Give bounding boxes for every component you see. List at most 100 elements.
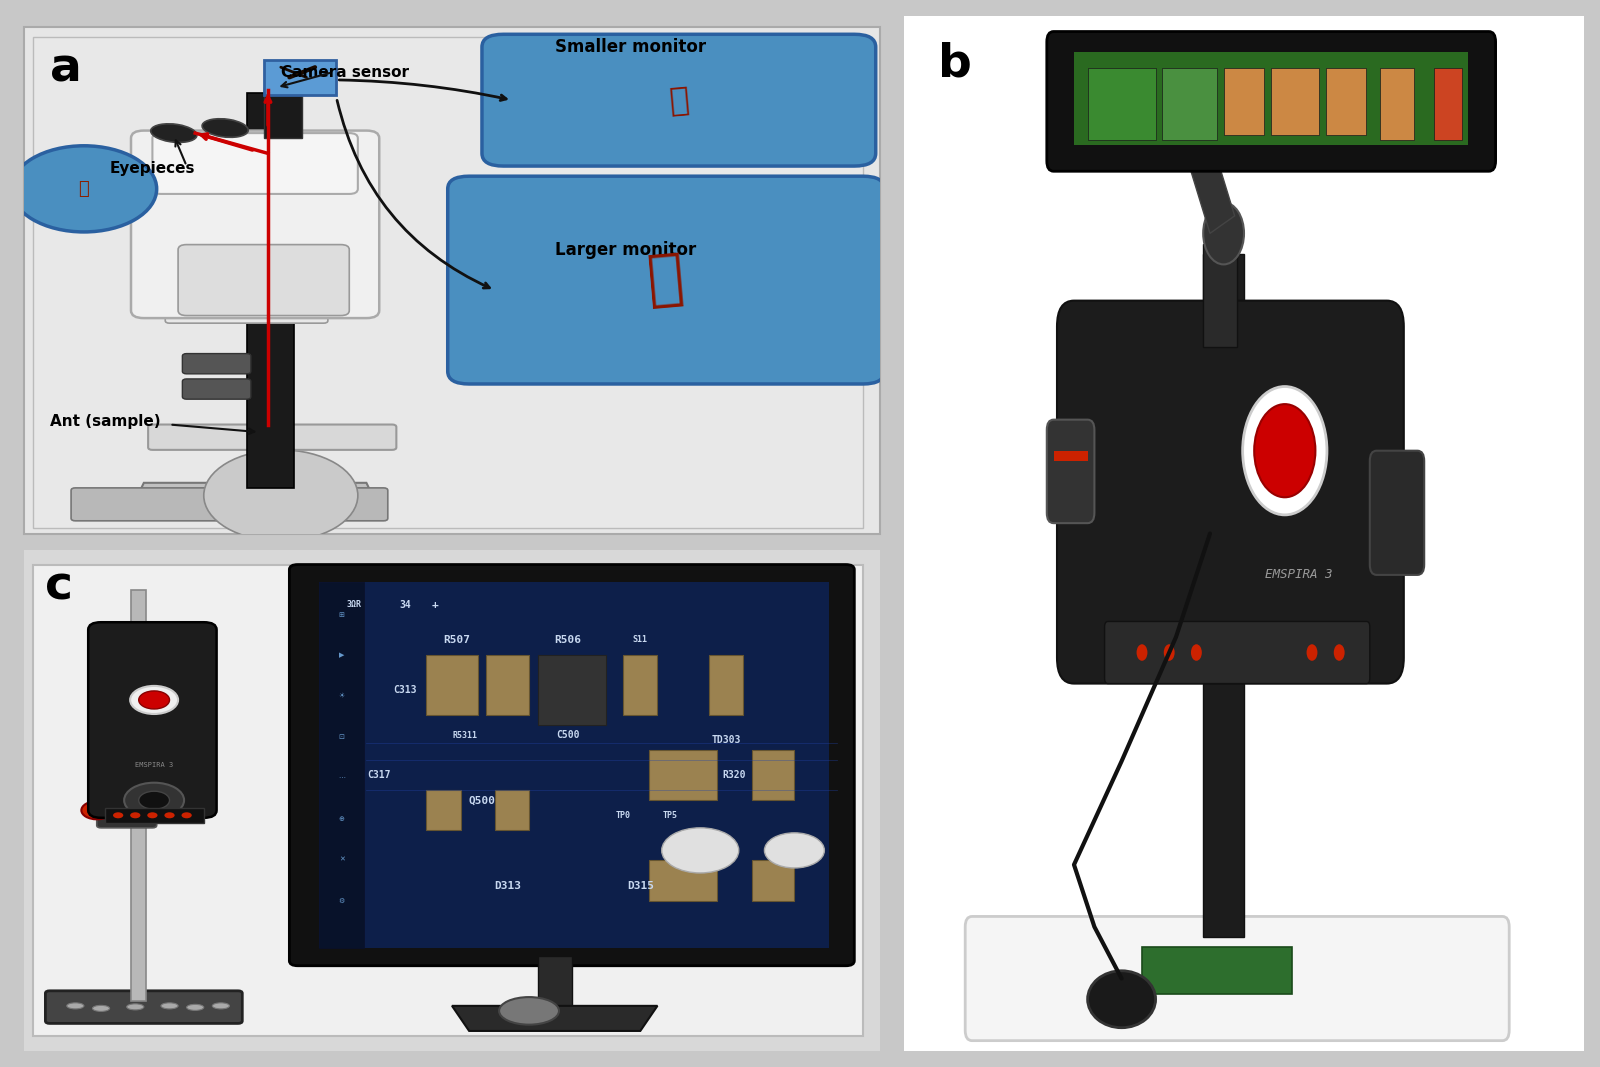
Text: ☀: ☀ xyxy=(339,694,344,699)
Text: D315: D315 xyxy=(627,880,654,891)
Circle shape xyxy=(765,833,824,867)
Bar xyxy=(494,791,530,830)
Text: 34: 34 xyxy=(398,600,411,609)
Bar xyxy=(624,655,658,715)
Text: TP5: TP5 xyxy=(662,811,678,819)
FancyBboxPatch shape xyxy=(165,292,328,323)
Circle shape xyxy=(1254,404,1315,497)
Bar xyxy=(1379,68,1414,140)
Bar xyxy=(1074,52,1469,145)
Circle shape xyxy=(1307,644,1317,660)
Text: ⋯: ⋯ xyxy=(338,775,346,781)
Bar xyxy=(752,750,795,800)
Ellipse shape xyxy=(499,997,558,1024)
Circle shape xyxy=(662,828,739,873)
Ellipse shape xyxy=(1088,971,1155,1028)
Text: Smaller monitor: Smaller monitor xyxy=(555,38,706,55)
Bar xyxy=(538,956,571,1006)
FancyBboxPatch shape xyxy=(482,34,875,166)
Text: EMSPIRA 3: EMSPIRA 3 xyxy=(134,762,173,768)
FancyBboxPatch shape xyxy=(70,488,387,521)
Circle shape xyxy=(139,691,170,708)
Bar xyxy=(426,655,478,715)
FancyBboxPatch shape xyxy=(1046,419,1094,523)
FancyBboxPatch shape xyxy=(290,564,854,966)
Bar xyxy=(131,590,147,1001)
Text: Larger monitor: Larger monitor xyxy=(555,241,696,258)
Bar xyxy=(1053,450,1088,461)
Bar xyxy=(1176,103,1235,234)
FancyBboxPatch shape xyxy=(131,130,379,318)
Bar xyxy=(106,808,203,823)
Bar xyxy=(426,791,461,830)
Bar xyxy=(320,583,363,949)
FancyBboxPatch shape xyxy=(178,244,349,316)
Polygon shape xyxy=(126,482,384,519)
Circle shape xyxy=(1243,386,1326,515)
Circle shape xyxy=(1203,203,1245,265)
Text: b: b xyxy=(938,42,971,86)
Text: ⊞: ⊞ xyxy=(339,611,344,618)
FancyBboxPatch shape xyxy=(152,133,358,194)
Bar xyxy=(1142,947,1291,994)
Circle shape xyxy=(82,801,112,819)
Bar xyxy=(486,655,530,715)
Text: ▶: ▶ xyxy=(339,653,344,658)
FancyBboxPatch shape xyxy=(1058,301,1403,684)
Circle shape xyxy=(114,812,123,818)
Circle shape xyxy=(147,812,157,818)
Circle shape xyxy=(1163,644,1174,660)
Bar xyxy=(1224,68,1264,136)
Bar xyxy=(254,425,282,437)
Ellipse shape xyxy=(93,1005,109,1012)
Text: ⊡: ⊡ xyxy=(339,734,344,740)
Circle shape xyxy=(125,783,184,817)
Bar xyxy=(246,93,294,488)
Ellipse shape xyxy=(187,1004,203,1010)
Bar xyxy=(1435,68,1462,140)
Circle shape xyxy=(1190,644,1202,660)
Text: TD303: TD303 xyxy=(712,735,741,745)
Text: C500: C500 xyxy=(555,730,579,740)
Ellipse shape xyxy=(150,124,197,142)
Text: EMSPIRA 3: EMSPIRA 3 xyxy=(1264,569,1333,582)
Text: 🐜: 🐜 xyxy=(645,249,686,312)
Circle shape xyxy=(139,792,170,809)
Text: D313: D313 xyxy=(494,880,522,891)
FancyBboxPatch shape xyxy=(182,379,251,399)
Circle shape xyxy=(203,450,358,541)
FancyBboxPatch shape xyxy=(32,564,862,1036)
Circle shape xyxy=(130,686,178,714)
Text: C313: C313 xyxy=(394,685,416,695)
FancyBboxPatch shape xyxy=(32,36,862,528)
FancyBboxPatch shape xyxy=(965,917,1509,1040)
FancyBboxPatch shape xyxy=(1046,32,1496,172)
Text: ⊕: ⊕ xyxy=(339,816,344,822)
FancyBboxPatch shape xyxy=(264,60,336,95)
Text: a: a xyxy=(50,47,82,92)
Text: R5311: R5311 xyxy=(453,731,477,739)
Text: c: c xyxy=(45,564,74,609)
Bar xyxy=(1272,68,1318,136)
Text: S11: S11 xyxy=(634,635,648,644)
Text: R507: R507 xyxy=(443,635,470,644)
Text: R320: R320 xyxy=(723,770,746,780)
FancyBboxPatch shape xyxy=(182,353,251,373)
Text: 🐜: 🐜 xyxy=(667,83,690,117)
Text: ⚙: ⚙ xyxy=(339,897,344,904)
Circle shape xyxy=(130,812,141,818)
Text: Q500: Q500 xyxy=(469,795,496,806)
Circle shape xyxy=(11,146,157,232)
FancyBboxPatch shape xyxy=(1370,450,1424,575)
Text: Eyepieces: Eyepieces xyxy=(110,161,195,176)
Bar xyxy=(1325,68,1366,136)
Text: Camera sensor: Camera sensor xyxy=(282,65,410,80)
FancyBboxPatch shape xyxy=(149,425,397,450)
FancyBboxPatch shape xyxy=(88,622,216,817)
Ellipse shape xyxy=(126,1004,144,1009)
Text: C317: C317 xyxy=(368,770,390,780)
FancyBboxPatch shape xyxy=(96,793,157,828)
Ellipse shape xyxy=(162,1003,178,1009)
Bar xyxy=(320,583,829,949)
Text: 🐜: 🐜 xyxy=(78,180,90,197)
